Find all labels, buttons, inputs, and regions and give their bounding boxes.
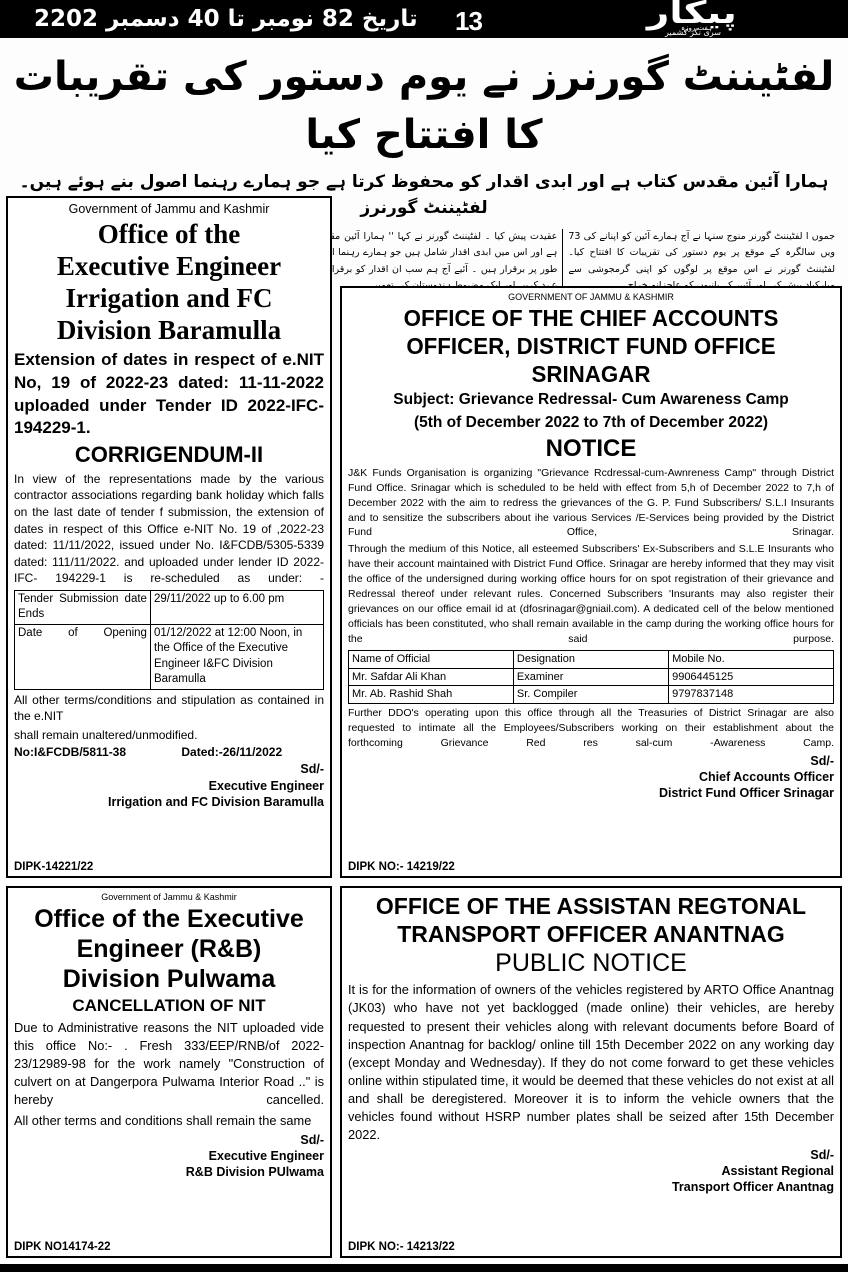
accounts-row-1-name: Mr. Ab. Rashid Shah — [348, 685, 514, 705]
irrigation-lead: Extension of dates in respect of e.NIT N… — [14, 350, 324, 438]
irrigation-reference-line: No:I&FCDB/5811-38 Dated:-26/11/2022 — [14, 745, 324, 759]
pulwama-title: Office of the Executive Engineer (R&B) D… — [14, 904, 324, 994]
arto-title-line-2: TRANSPORT OFFICER ANANTNAG — [397, 920, 785, 947]
arto-signatory-office: Transport Officer Anantnag — [671, 1180, 834, 1195]
irrigation-dipk-number: DIPK-14221/22 — [14, 861, 94, 873]
footer-bar — [0, 1264, 848, 1272]
article-subheadline: ہمارا آئین مقدس کتاب ہے اور ابدی اقدار ک… — [19, 172, 829, 218]
accounts-sd: Sd/- — [810, 753, 834, 768]
notice-arto-anantnag: OFFICE OF THE ASSISTAN REGTONAL TRANSPOR… — [340, 886, 842, 1258]
arto-body: It is for the information of owners of t… — [348, 982, 834, 1143]
irrigation-govt-line: Government of Jammu and Kashmir — [68, 202, 270, 216]
accounts-header-designation: Designation — [512, 649, 670, 669]
irrigation-title-line-2: Executive Engineer — [56, 250, 282, 281]
pulwama-signatory-office: R&B Division PUlwama — [185, 1165, 324, 1180]
notice-grid: Government of Jammu and Kashmir Office o… — [0, 196, 848, 1266]
accounts-title: OFFICE OF THE CHIEF ACCOUNTS OFFICER, DI… — [355, 304, 826, 388]
arto-dipk-number: DIPK NO:- 14213/22 — [348, 1241, 455, 1253]
accounts-signature-block: Sd/- Chief Accounts Officer District Fun… — [348, 753, 834, 802]
accounts-officials-table: Name of Official Designation Mobile No. … — [348, 649, 834, 705]
accounts-header-name: Name of Official — [348, 649, 514, 669]
irrigation-schedule-table: Tender Submission date Ends 29/11/2022 u… — [14, 589, 325, 690]
accounts-row-1-mobile: 9797837148 — [668, 685, 834, 705]
accounts-row-1-designation: Sr. Compiler — [512, 685, 670, 705]
masthead-bar: تاریخ 28 نومبر تا 04 دسمبر 2022 13 پیکار… — [0, 0, 848, 38]
irrigation-title-line-1: Office of the — [97, 219, 241, 249]
accounts-signatory-office: District Fund Officer Srinagar — [658, 786, 834, 801]
logo-frequency: ہفت روزہ — [681, 24, 712, 32]
table-header-row: Name of Official Designation Mobile No. — [348, 649, 834, 669]
arto-signatory-title: Assistant Regional — [721, 1163, 834, 1178]
accounts-notice-heading: NOTICE — [545, 434, 637, 462]
table-row: Tender Submission date Ends 29/11/2022 u… — [14, 589, 325, 625]
accounts-row-0-name: Mr. Safdar Ali Khan — [348, 667, 514, 687]
pulwama-sd: Sd/- — [300, 1132, 324, 1147]
pulwama-title-line-1: Office of the Executive — [34, 904, 304, 933]
accounts-row-0-mobile: 9906445125 — [668, 667, 834, 687]
irrigation-row-1-value: 01/12/2022 at 12:00 Noon, in the Office … — [149, 623, 325, 690]
irrigation-row-1-label: Date of Opening — [14, 623, 151, 690]
accounts-header-mobile: Mobile No. — [668, 649, 834, 669]
notice-rnb-pulwama: Government of Jammu & Kashmir Office of … — [6, 886, 332, 1258]
logo-wordmark: پیکار — [647, 0, 739, 31]
pulwama-cancellation-heading: CANCELLATION OF NIT — [72, 995, 266, 1015]
table-row: Mr. Safdar Ali Khan Examiner 9906445125 — [348, 667, 834, 687]
newspaper-logo: پیکار سری نگر کشمیر ہفت روزہ — [647, 0, 840, 38]
irrigation-corrigendum-heading: CORRIGENDUM-II — [74, 441, 264, 467]
irrigation-body: In view of the representations made by t… — [14, 471, 324, 586]
accounts-subject-line-2: (5th of December 2022 to 7th of December… — [413, 413, 769, 431]
article-column-1: جموں ا لفٹیننٹ گورنر منوج سنہا نے آج ہما… — [568, 231, 835, 291]
irrigation-signature-block: Sd/- Executive Engineer Irrigation and F… — [14, 761, 324, 810]
logo-subtitle: سری نگر کشمیر — [665, 28, 721, 38]
arto-signature-block: Sd/- Assistant Regional Transport Office… — [348, 1147, 834, 1196]
accounts-govt-line: GOVERNMENT OF JAMMU & KASHMIR — [508, 292, 674, 302]
accounts-title-line-2: OFFICER, DISTRICT FUND OFFICE — [406, 332, 776, 359]
irrigation-title: Office of the Executive Engineer Irrigat… — [14, 219, 324, 346]
accounts-row-0-designation: Examiner — [512, 667, 670, 687]
pulwama-govt-line: Government of Jammu & Kashmir — [101, 892, 237, 902]
table-row: Mr. Ab. Rashid Shah Sr. Compiler 9797837… — [348, 685, 834, 705]
accounts-dipk-number: DIPK NO:- 14219/22 — [348, 861, 455, 873]
notice-chief-accounts-srinagar: GOVERNMENT OF JAMMU & KASHMIR OFFICE OF … — [340, 286, 842, 878]
accounts-subject-line-1: Subject: Grievance Redressal- Cum Awaren… — [393, 390, 789, 408]
accounts-title-line-3: SRINAGAR — [531, 360, 651, 387]
irrigation-after-table-2: shall remain unaltered/unmodified. — [14, 727, 198, 742]
irrigation-sd: Sd/- — [300, 762, 324, 777]
irrigation-ref-date: Dated:-26/11/2022 — [181, 745, 283, 760]
irrigation-after-table-1: All other terms/conditions and stipulati… — [14, 692, 324, 724]
pulwama-body-2: All other terms and conditions shall rem… — [14, 1112, 312, 1128]
accounts-paragraph-1: J&K Funds Organisation is organizing "Gr… — [348, 466, 834, 539]
masthead-date: تاریخ 28 نومبر تا 04 دسمبر 2022 — [34, 5, 418, 32]
accounts-paragraph-3: Further DDO's operating upon this office… — [348, 707, 834, 749]
pulwama-title-line-2: Engineer (R&B) — [76, 934, 262, 963]
arto-title-line-1: OFFICE OF THE ASSISTAN REGTONAL — [375, 893, 807, 919]
pulwama-dipk-number: DIPK NO14174-22 — [14, 1241, 111, 1253]
arto-title: OFFICE OF THE ASSISTAN REGTONAL TRANSPOR… — [348, 893, 834, 948]
irrigation-ref-no: No:I&FCDB/5811-38 — [14, 745, 127, 760]
accounts-signatory-title: Chief Accounts Officer — [699, 770, 834, 785]
arto-public-notice-heading: PUBLIC NOTICE — [495, 949, 687, 978]
pulwama-signature-block: Sd/- Executive Engineer R&B Division PUl… — [14, 1132, 324, 1181]
irrigation-signatory-office: Irrigation and FC Division Baramulla — [107, 794, 324, 809]
pulwama-signatory-title: Executive Engineer — [208, 1148, 324, 1163]
accounts-title-line-1: OFFICE OF THE CHIEF ACCOUNTS — [403, 304, 779, 331]
irrigation-row-0-label: Tender Submission date Ends — [14, 589, 151, 625]
arto-sd: Sd/- — [810, 1147, 834, 1162]
article-headline: لفٹیننٹ گورنرز نے یوم دستور کی تقریبات ک… — [13, 54, 835, 158]
irrigation-signatory-title: Executive Engineer — [208, 778, 324, 793]
pulwama-body-1: Due to Administrative reasons the NIT up… — [14, 1019, 324, 1108]
irrigation-title-line-3: Irrigation and FC — [65, 282, 273, 313]
page-number: 13 — [455, 6, 483, 36]
table-row: Date of Opening 01/12/2022 at 12:00 Noon… — [14, 623, 325, 690]
pulwama-title-line-3: Division Pulwama — [62, 964, 276, 993]
notice-irrigation-baramulla: Government of Jammu and Kashmir Office o… — [6, 196, 332, 878]
accounts-paragraph-2: Through the medium of this Notice, all e… — [348, 543, 834, 645]
irrigation-row-0-value: 29/11/2022 up to 6.00 pm — [149, 589, 325, 625]
irrigation-title-line-4: Division Baramulla — [56, 314, 282, 345]
article-column-2: عقیدت پیش کیا ۔ لفٹیننٹ گورنر نے کہا '' … — [286, 229, 564, 319]
